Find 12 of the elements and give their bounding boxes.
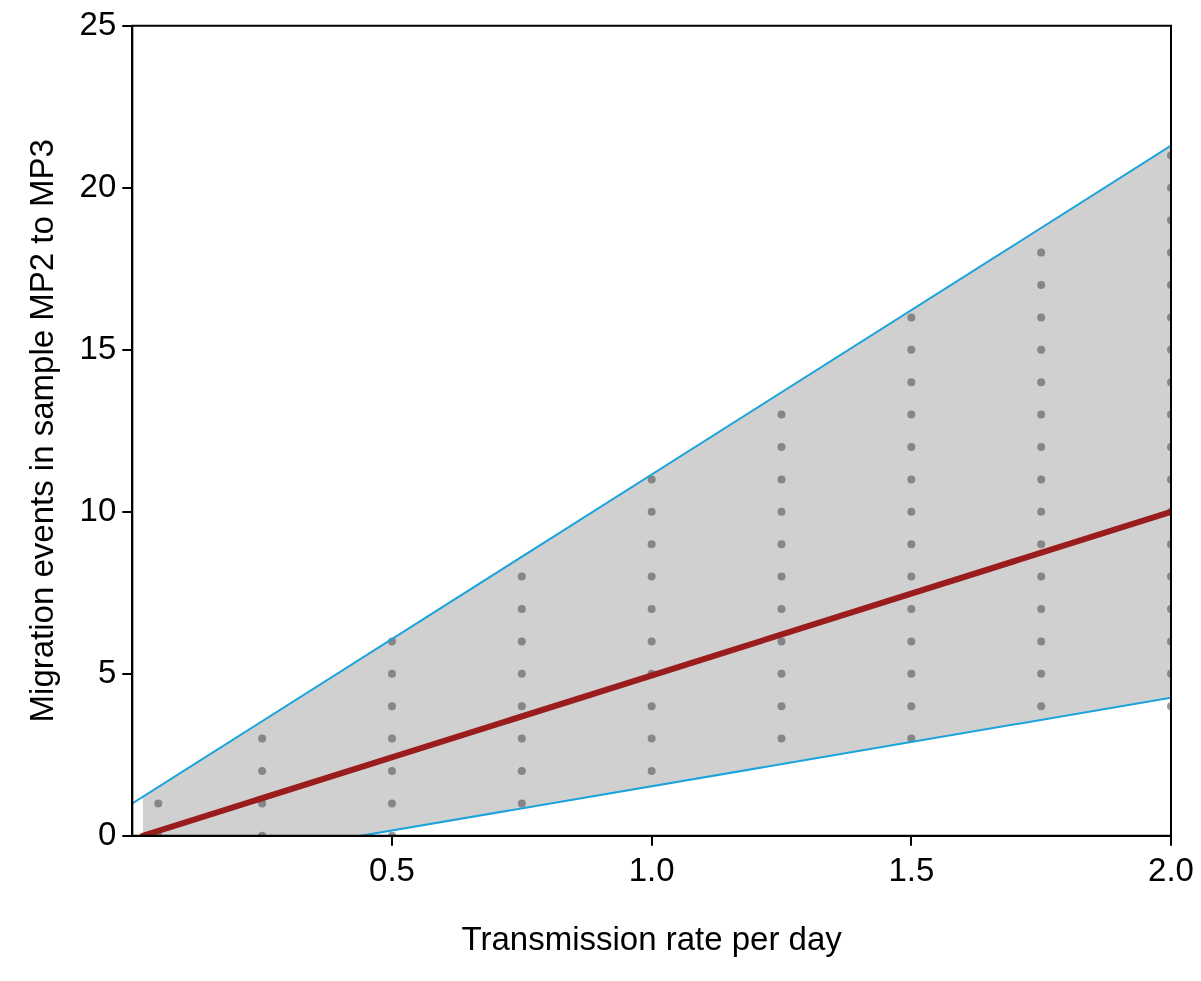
x-tick-label: 2.0 bbox=[1148, 850, 1194, 888]
x-tick-label: 1.5 bbox=[888, 850, 935, 888]
y-tick-label: 15 bbox=[79, 328, 117, 366]
y-tick-label: 5 bbox=[97, 652, 117, 690]
x-axis-title: Transmission rate per day bbox=[461, 920, 843, 958]
y-tick-label: 0 bbox=[97, 814, 117, 852]
y-tick-label: 10 bbox=[79, 490, 117, 528]
y-tick-label: 25 bbox=[79, 4, 117, 42]
y-tick-label: 20 bbox=[79, 166, 117, 204]
x-tick-label: 1.0 bbox=[628, 850, 675, 888]
y-axis-title: Migration events in sample MP2 to MP3 bbox=[22, 139, 60, 723]
x-tick-label: 0.5 bbox=[369, 850, 415, 888]
